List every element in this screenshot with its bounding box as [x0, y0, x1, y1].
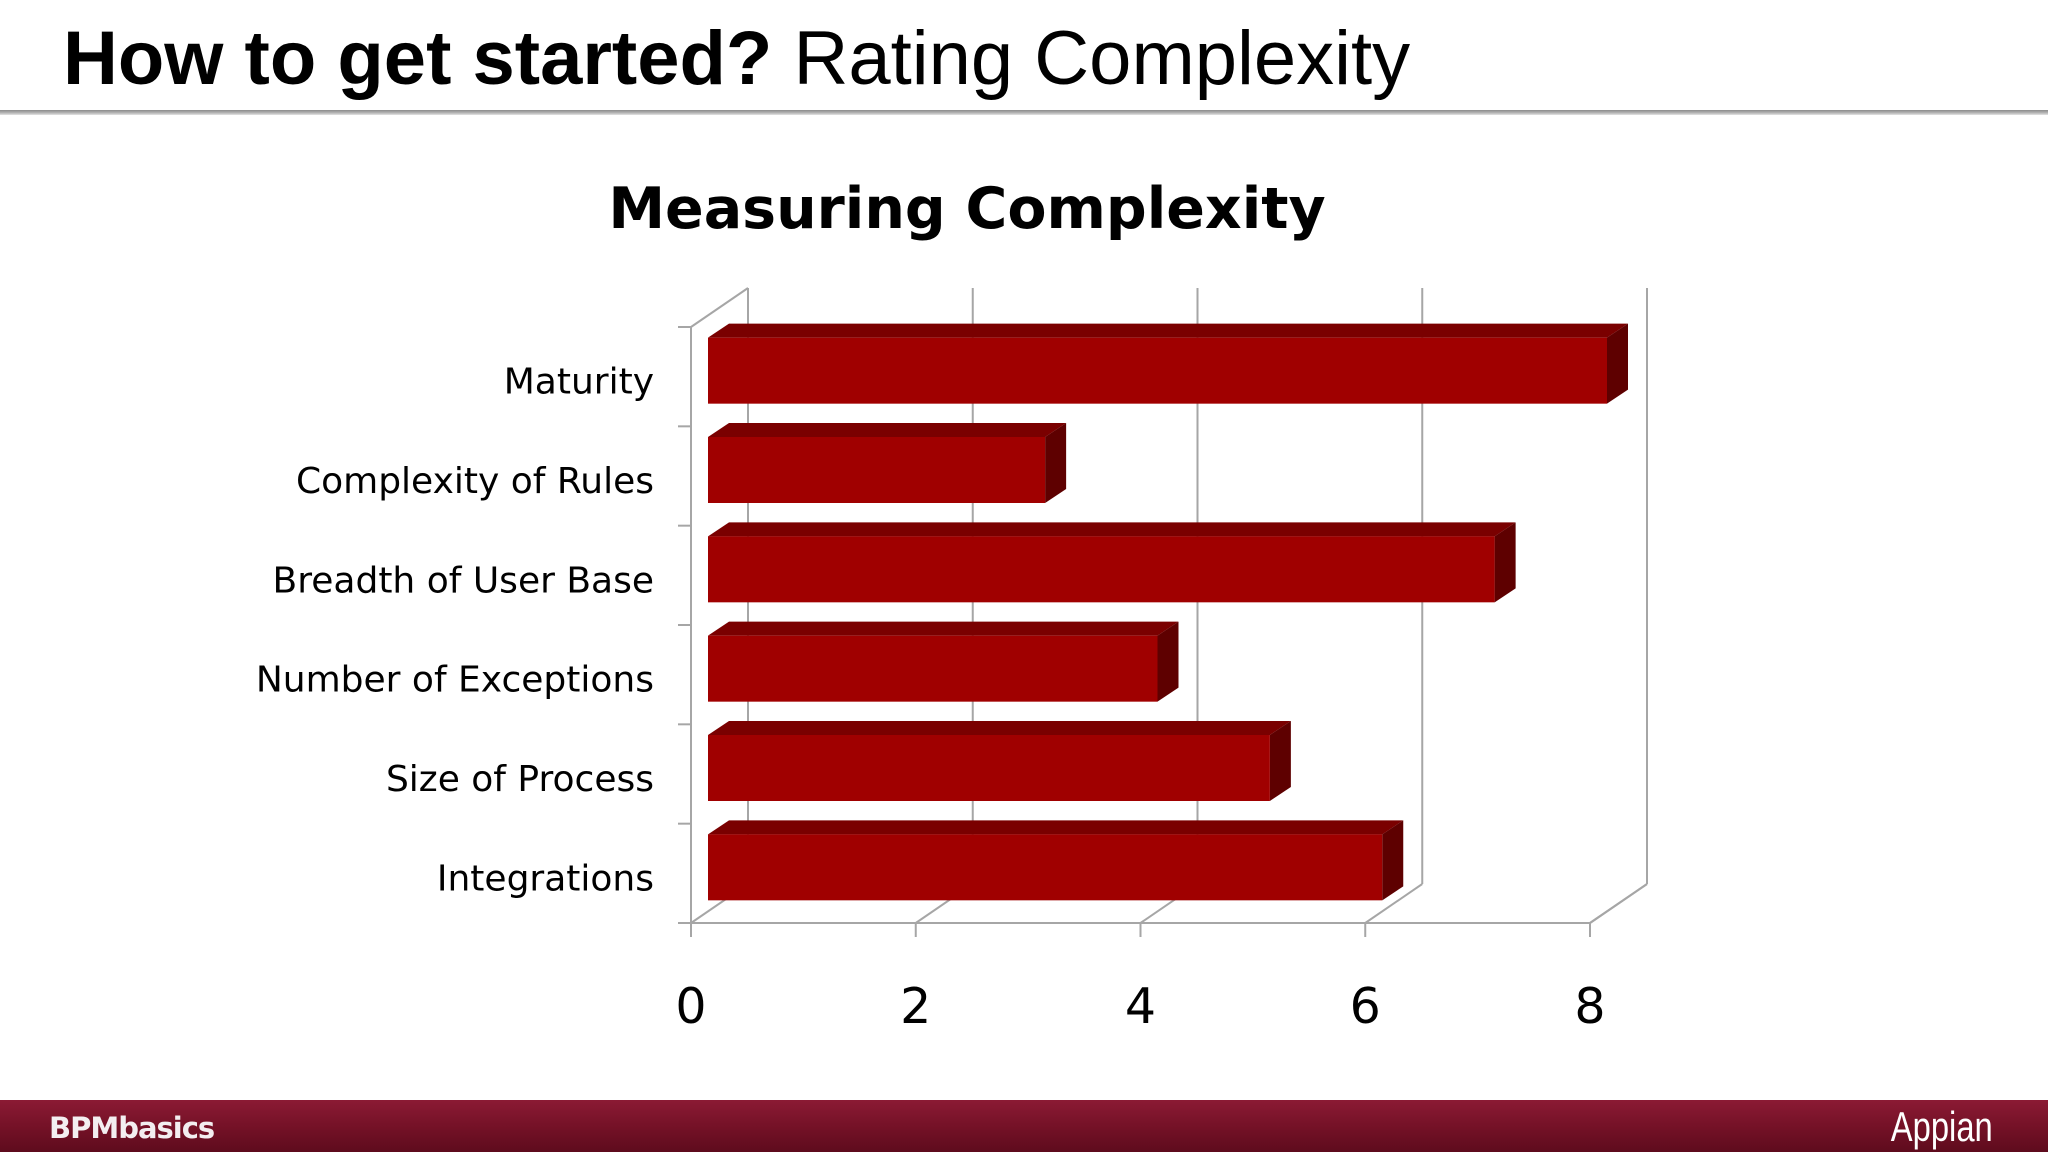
bar-front-face — [708, 337, 1607, 404]
bar-end-face — [1045, 423, 1067, 503]
slide-title-regular: Rating Complexity — [793, 16, 1411, 101]
bar-top-face — [708, 820, 1404, 835]
bar — [708, 323, 1628, 404]
bar-front-face — [708, 735, 1270, 801]
bar-end-face — [1607, 323, 1628, 404]
bar-end-face — [1382, 820, 1404, 901]
slide-title: How to get started? Rating Complexity — [63, 14, 1410, 104]
x-tick-label: 0 — [675, 978, 706, 1035]
bar — [708, 423, 1067, 503]
bar-front-face — [708, 834, 1383, 901]
slide-header: How to get started? Rating Complexity — [0, 0, 2048, 118]
floor-gridline — [1364, 883, 1423, 924]
category-label: Integrations — [437, 858, 654, 899]
category-label: Size of Process — [386, 759, 654, 800]
bar-top-face — [708, 323, 1628, 338]
x-tick-labels: 0 2 4 6 8 — [675, 978, 1605, 1035]
bar-top-face — [708, 621, 1179, 636]
bar-top-face — [708, 721, 1291, 735]
floor-gridline — [1589, 883, 1648, 924]
footer-bar: BPMbasics Appian — [0, 1100, 2048, 1152]
header-divider — [0, 110, 2048, 115]
bar — [708, 621, 1179, 702]
bar — [708, 820, 1404, 901]
chart-bars — [708, 323, 1628, 901]
footer-brand-text: BPMbasics — [49, 1111, 215, 1145]
category-label: Complexity of Rules — [296, 461, 654, 502]
bar — [708, 522, 1516, 603]
slide-title-bold: How to get started? — [63, 16, 773, 101]
bar-front-face — [708, 437, 1046, 503]
category-label: Maturity — [504, 362, 654, 403]
bar-top-face — [708, 423, 1067, 437]
bar-top-face — [708, 522, 1516, 537]
x-tick-label: 2 — [900, 978, 931, 1035]
bar-end-face — [1157, 621, 1179, 702]
bar-end-face — [1269, 721, 1291, 801]
bar — [708, 721, 1291, 801]
bar-end-face — [1494, 522, 1516, 603]
category-label: Number of Exceptions — [256, 660, 654, 701]
bar-front-face — [708, 635, 1158, 702]
x-tick-label: 4 — [1125, 978, 1156, 1035]
category-labels: Maturity Complexity of Rules Breadth of Us… — [256, 362, 654, 900]
footer-logo-text: Appian — [1890, 1103, 1993, 1150]
x-tick-label: 6 — [1350, 978, 1381, 1035]
category-label: Breadth of User Base — [273, 560, 654, 601]
chart-title: Measuring Complexity — [608, 176, 1325, 242]
wall-top-edge — [690, 287, 749, 328]
x-tick-label: 8 — [1574, 978, 1605, 1035]
bar-front-face — [708, 536, 1495, 603]
